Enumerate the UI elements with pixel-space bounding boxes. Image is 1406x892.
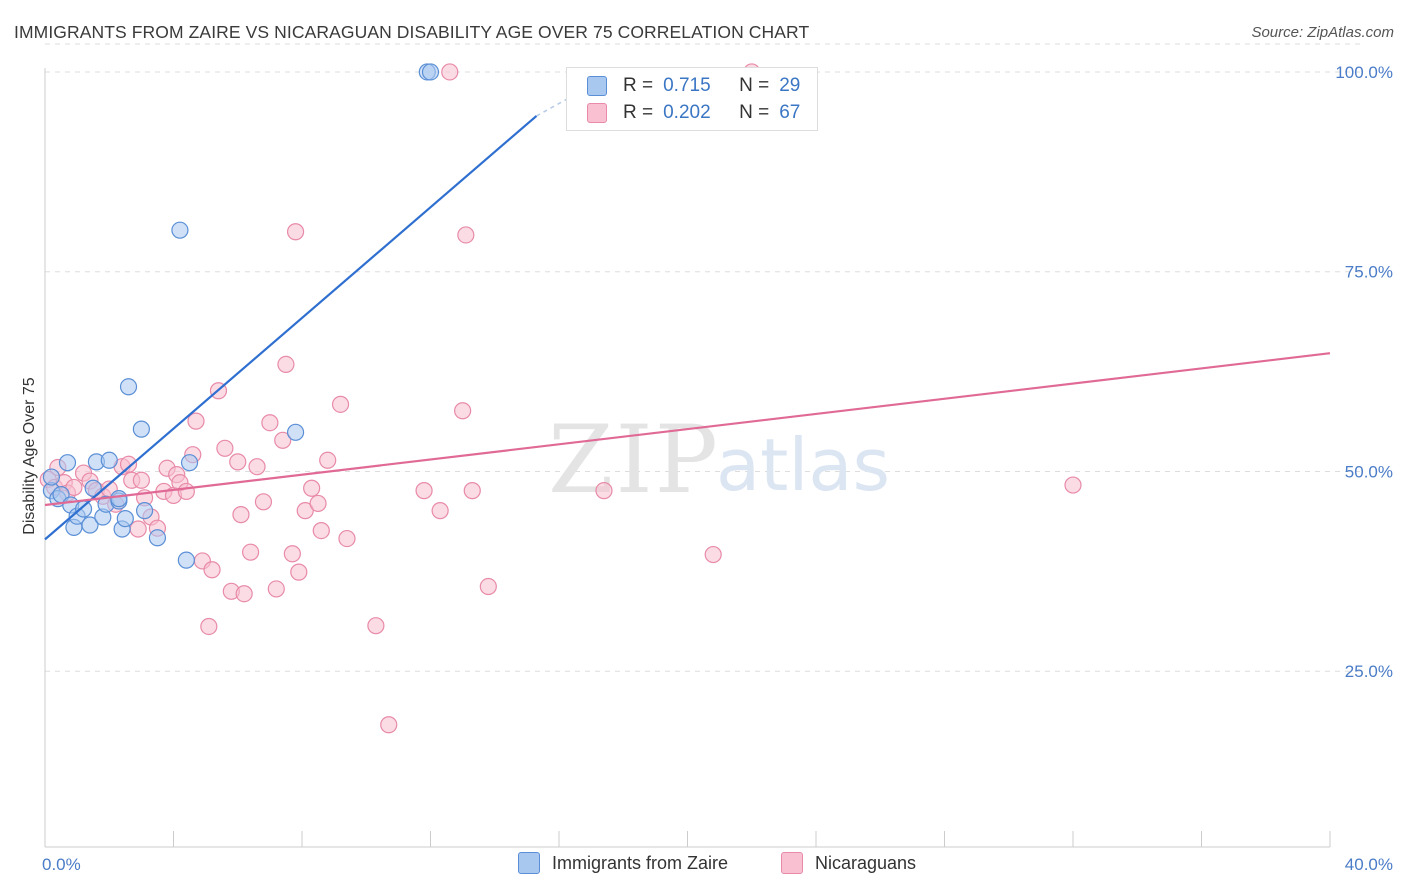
nicaraguan-point bbox=[286, 223, 305, 241]
zaire-point bbox=[171, 221, 189, 239]
zaire-point bbox=[421, 63, 440, 81]
gridlines bbox=[45, 43, 1365, 672]
nicaraguan-point bbox=[1064, 476, 1082, 494]
nicaraguan-point bbox=[331, 395, 350, 413]
nicaraguan-point bbox=[177, 482, 195, 501]
nicaraguan-point bbox=[380, 716, 398, 734]
nicaraguan-point bbox=[338, 529, 356, 548]
nicaraguan-point bbox=[457, 226, 475, 244]
nicaraguan-point bbox=[232, 506, 250, 524]
nicaraguan-point bbox=[267, 580, 285, 598]
nicaraguan-point bbox=[454, 402, 472, 420]
legend-n-value: 29 bbox=[779, 75, 801, 96]
y-tick-label: 75.0% bbox=[1345, 263, 1393, 282]
zaire-point bbox=[177, 551, 195, 569]
nicaraguan-point bbox=[129, 520, 147, 538]
zaire-point bbox=[84, 479, 102, 497]
y-tick-label: 50.0% bbox=[1345, 462, 1393, 481]
series-nicaraguans bbox=[39, 63, 1082, 734]
zaire-point bbox=[119, 378, 138, 396]
nicaraguan-point bbox=[312, 521, 330, 540]
nicaraguan-point bbox=[463, 482, 481, 500]
zaire-point bbox=[180, 454, 199, 472]
nicaraguan-point bbox=[277, 355, 295, 373]
zaire-point bbox=[42, 468, 61, 486]
zaire-point bbox=[74, 500, 93, 518]
nicaraguan-point bbox=[187, 412, 205, 430]
y-axis-label: Disability Age Over 75 bbox=[21, 377, 38, 535]
bottom-legend-nicaraguans: Nicaraguans bbox=[781, 852, 916, 874]
zaire-point bbox=[132, 420, 150, 438]
legend-swatch-zaire bbox=[587, 76, 607, 96]
trend-line-nicaraguans bbox=[44, 352, 1331, 507]
nicaraguan-point bbox=[283, 545, 301, 563]
tick-labels: 25.0% 50.0% 75.0% 100.0% 0.0% 40.0% bbox=[42, 63, 1393, 874]
zaire-point bbox=[81, 516, 99, 534]
chart-title: IMMIGRANTS FROM ZAIRE VS NICARAGUAN DISA… bbox=[14, 22, 810, 42]
zaire-point bbox=[116, 510, 134, 528]
zaire-point bbox=[110, 490, 128, 508]
legend-r-label: R = bbox=[623, 75, 654, 96]
nicaraguan-point bbox=[319, 451, 337, 469]
nicaraguan-point bbox=[132, 471, 150, 489]
trend-line-zaire bbox=[44, 115, 538, 541]
nicaraguan-point bbox=[119, 455, 138, 473]
bottom-legend-label-zaire: Immigrants from Zaire bbox=[552, 852, 729, 873]
x-tick-label: 0.0% bbox=[42, 855, 81, 874]
legend-n-value: 67 bbox=[779, 102, 801, 123]
legend-n-label: N = bbox=[739, 102, 770, 123]
nicaraguan-point bbox=[274, 431, 292, 449]
legend-r-label: R = bbox=[623, 102, 654, 123]
legend: R = 0.715 N = 29 R = 0.202 N = 67 bbox=[566, 67, 818, 131]
legend-swatch-nicaraguans bbox=[587, 103, 607, 123]
bottom-legend-zaire: Immigrants from Zaire bbox=[518, 852, 728, 874]
nicaraguan-point bbox=[216, 439, 234, 457]
bottom-legend-swatch-zaire bbox=[518, 852, 540, 874]
axes bbox=[44, 68, 1331, 848]
nicaraguan-point bbox=[309, 494, 327, 513]
nicaraguan-point bbox=[229, 453, 247, 471]
zaire-point bbox=[286, 423, 305, 441]
watermark-atlas: atlas bbox=[716, 423, 890, 507]
y-tick-label: 25.0% bbox=[1345, 662, 1393, 681]
zaire-point bbox=[100, 451, 118, 469]
legend-n-label: N = bbox=[739, 75, 770, 96]
nicaraguan-point bbox=[367, 617, 385, 635]
source-label: Source: ZipAtlas.com bbox=[1251, 24, 1394, 41]
nicaraguan-point bbox=[441, 63, 459, 81]
nicaraguan-point bbox=[431, 502, 449, 520]
nicaraguan-point bbox=[415, 482, 433, 500]
watermark: ZIP atlas bbox=[548, 406, 890, 515]
bottom-legend-label-nicaraguans: Nicaraguans bbox=[815, 852, 917, 873]
nicaraguan-point bbox=[235, 585, 253, 603]
nicaraguan-point bbox=[595, 482, 613, 500]
nicaraguan-point bbox=[200, 617, 218, 636]
zaire-point bbox=[148, 529, 167, 547]
x-tick-label: 40.0% bbox=[1345, 855, 1393, 874]
nicaraguan-point bbox=[242, 543, 260, 561]
nicaraguan-point bbox=[65, 478, 83, 497]
bottom-legend-swatch-nicaraguans bbox=[781, 852, 803, 874]
nicaraguan-point bbox=[303, 479, 321, 497]
nicaraguan-point bbox=[704, 545, 722, 564]
nicaraguan-point bbox=[296, 502, 314, 520]
nicaraguan-point bbox=[254, 493, 273, 511]
series-zaire bbox=[42, 63, 440, 569]
nicaraguan-point bbox=[203, 561, 221, 579]
legend-r-value: 0.715 bbox=[663, 75, 711, 96]
y-tick-label: 100.0% bbox=[1335, 63, 1393, 82]
watermark-zip: ZIP bbox=[548, 406, 720, 515]
legend-row-nicaraguans: R = 0.202 N = 67 bbox=[587, 101, 800, 125]
nicaraguan-point bbox=[261, 414, 279, 432]
legend-row-zaire: R = 0.715 N = 29 bbox=[587, 74, 800, 98]
nicaraguan-point bbox=[479, 577, 497, 596]
legend-r-value: 0.202 bbox=[663, 102, 711, 123]
nicaraguan-point bbox=[248, 458, 266, 476]
nicaraguan-point bbox=[290, 563, 308, 581]
zaire-point bbox=[135, 502, 154, 520]
zaire-point bbox=[58, 454, 77, 472]
